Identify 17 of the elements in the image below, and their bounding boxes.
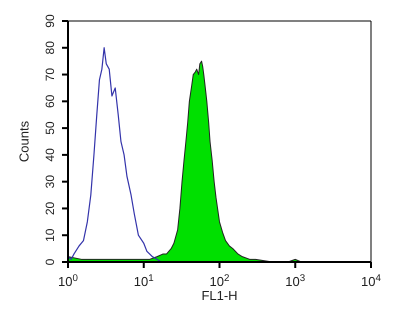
y-tick-label: 0 (43, 258, 57, 266)
x-tick-label: 10$^{4}$ (361, 272, 382, 289)
y-tick-label: 80 (43, 40, 57, 54)
x-axis-title: FL1-H (201, 288, 238, 303)
y-tick-label: 60 (43, 94, 57, 108)
y-tick-label: 70 (43, 68, 57, 82)
y-tick-label: 30 (43, 174, 57, 188)
y-tick-label: 20 (43, 201, 57, 216)
x-tick-label: 10$^{2}$ (210, 272, 230, 289)
y-tick-label: 10 (43, 228, 57, 242)
x-tick-label: 10$^{3}$ (285, 272, 306, 289)
y-tick-label: 90 (43, 14, 57, 28)
x-tick-label: 10$^{1}$ (134, 272, 154, 289)
y-tick-label: 40 (43, 148, 57, 162)
x-tick-label: 10$^{0}$ (58, 272, 79, 289)
y-axis-title: Counts (16, 120, 32, 162)
y-tick-label: 50 (43, 121, 57, 135)
